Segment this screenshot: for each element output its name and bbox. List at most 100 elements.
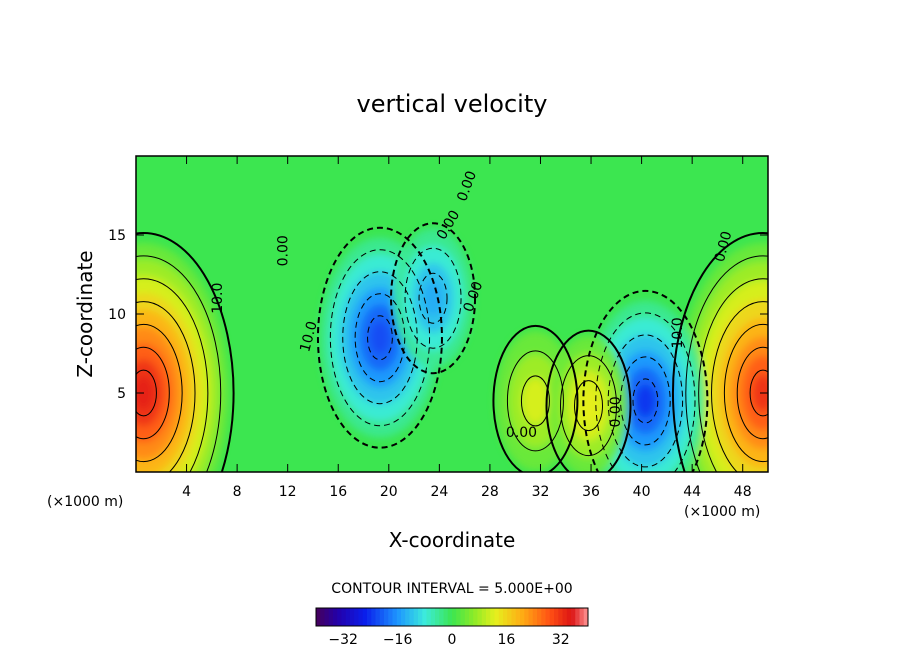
colorbar-cell [443,608,449,626]
colorbar-cell [426,608,432,626]
x-tick-label: 24 [430,484,448,500]
x-axis-title: X-coordinate [389,528,516,552]
contour-lines [136,222,768,472]
colorbar-cell [456,608,461,626]
field-blob-0-9 [136,376,154,410]
contour-3-1 [404,247,462,349]
colorbar-cell [503,608,508,626]
colorbar-cell [354,608,359,626]
contour-3-0 [390,222,477,375]
x-tick-label: 48 [734,484,752,500]
colorbar-cell [520,608,525,626]
colorbar-cell [371,608,376,626]
contour-1-0 [671,232,768,472]
contour-0-4 [136,323,183,463]
colorbar-cell [362,608,368,626]
colorbar-cell [473,608,478,626]
contour-4-0 [582,289,709,472]
colorbar-cell [532,608,538,626]
colorbar-cell [477,608,483,626]
colorbar-cell [333,608,338,626]
colorbar-cell [358,608,364,626]
contour-1-3 [711,301,768,472]
colorbar-cell [541,608,546,626]
colorbar-cell [507,608,512,626]
contour-label: 0.00 [506,425,537,441]
contour-3-2 [418,272,448,324]
colorbar-cell [439,608,444,626]
x-tick-label: 36 [582,484,600,500]
colorbar-cell [345,608,351,626]
colorbar-cell [337,608,342,626]
x-unit-left: (×1000 m) [47,494,123,510]
velocity-field [136,156,768,472]
colorbar-cell [562,608,568,626]
colorbar-cell [401,608,406,626]
field-blob-5-3 [522,377,549,425]
colorbar-cell [575,608,580,626]
contour-label: 0.00 [608,396,624,427]
colorbar-cell [418,608,423,626]
colorbar-cell [350,608,355,626]
colorbar-cell [430,608,436,626]
colorbar-tick-label: −32 [328,632,358,648]
contour-label: 10.0 [670,317,686,348]
colorbar-cell [579,608,585,626]
x-axis: 4 8 12 16 20 24 28 32 36 40 44 48 [182,156,752,500]
colorbar-cell [375,608,381,626]
colorbar-cell [379,608,385,626]
colorbar-cell [422,608,427,626]
colorbar-ticks: −32 −16 0 16 32 [328,632,569,648]
colorbar-tick-label: −16 [383,632,413,648]
x-tick-label: 12 [279,484,297,500]
chart-title: vertical velocity [357,90,548,118]
colorbar-cell [537,608,542,626]
field-blob-3-4 [423,280,444,316]
colorbar-cell [464,608,470,626]
contour-6-1 [560,355,618,457]
colorbar-cell [481,608,487,626]
contour-5-1 [506,350,564,452]
x-tick-label: 20 [380,484,398,500]
contour-0-1 [136,255,222,472]
contour-4-2 [607,334,684,468]
y-tick-label: 5 [117,386,126,402]
contour-1-4 [723,323,768,463]
contour-label: 0.00 [276,235,292,266]
colorbar-cell [324,608,330,626]
colorbar-cell [328,608,334,626]
colorbar-cell [384,608,389,626]
colorbar-cell [469,608,474,626]
contour-2-3 [354,293,406,383]
x-tick-label: 8 [233,484,242,500]
y-axis: 5 10 15 [108,228,768,402]
contour-1-6 [749,369,768,417]
field-shading [136,228,768,472]
contour-0-3 [136,301,196,472]
x-tick-label: 32 [532,484,550,500]
contour-4-3 [620,356,671,446]
colorbar-cell [460,608,466,626]
contour-label: 10.0 [210,283,226,314]
colorbar-cell [486,608,491,626]
contour-label: 0.00 [712,229,736,263]
colorbar-cell [511,608,517,626]
contour-2-0 [316,226,443,449]
colorbar-cell [524,608,529,626]
x-tick-label: 44 [683,484,701,500]
colorbar-cell [583,608,589,626]
contour-5-2 [520,375,550,427]
contour-4-4 [632,378,659,424]
colorbar-cell [320,608,325,626]
contour-5-0 [492,324,579,472]
colorbar: −32 −16 0 16 32 [315,607,589,648]
y-tick-label: 15 [108,228,126,244]
colorbar-cell [435,608,440,626]
contour-1-2 [698,278,768,472]
contour-4-1 [595,312,696,472]
colorbar-cell [528,608,534,626]
colorbar-tick-label: 16 [497,632,515,648]
contour-0-5 [136,346,170,440]
